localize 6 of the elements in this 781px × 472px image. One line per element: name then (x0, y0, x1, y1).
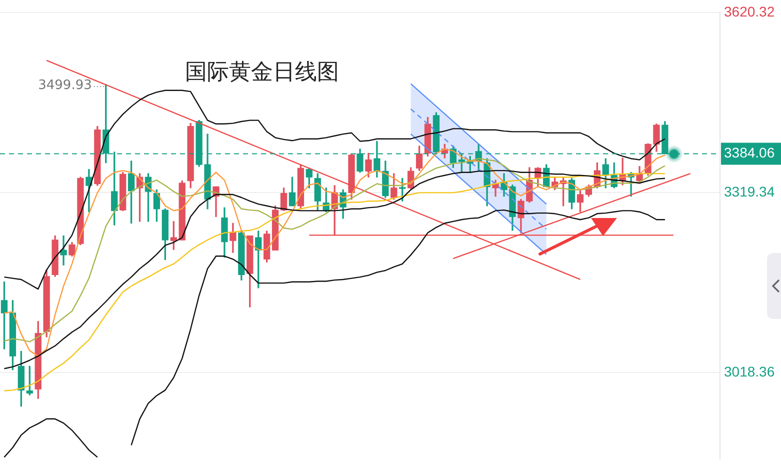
text: 国际黄金日线图 (185, 59, 339, 87)
y-tick-label: 3319.34 (724, 183, 775, 200)
y-tick-label: 3620.32 (724, 3, 775, 20)
y-tick-label: 3018.36 (724, 363, 775, 380)
annotation: 3499.93 (38, 78, 92, 93)
ref-line-label: 3384.06 (724, 144, 775, 161)
